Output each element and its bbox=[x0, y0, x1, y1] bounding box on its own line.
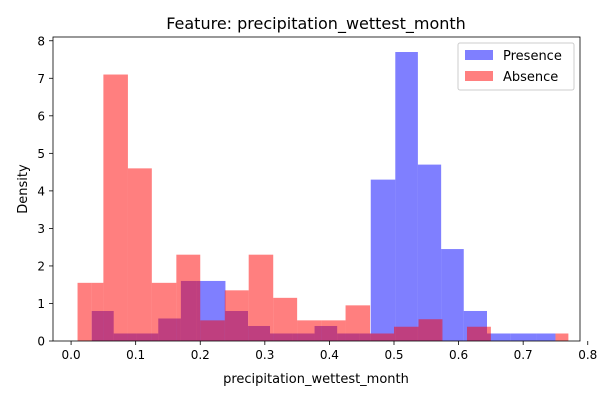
x-tick-label-4: 0.4 bbox=[320, 348, 339, 362]
x-tick-label-1: 0.1 bbox=[126, 348, 145, 362]
absence-bar-13 bbox=[370, 333, 394, 341]
absence-bar-6 bbox=[200, 320, 225, 341]
x-tick-label-6: 0.6 bbox=[449, 348, 468, 362]
absence-bar-9 bbox=[273, 297, 298, 341]
y-tick-label-1: 1 bbox=[37, 297, 45, 311]
presence-bar-19 bbox=[510, 333, 537, 341]
absence-bar-1 bbox=[91, 282, 104, 341]
absence-bar-14 bbox=[394, 326, 419, 341]
y-tick-label-0: 0 bbox=[37, 335, 45, 349]
y-tick-label-8: 8 bbox=[37, 34, 45, 48]
absence-bar-10 bbox=[297, 320, 322, 341]
absence-bar-11 bbox=[321, 320, 346, 341]
y-axis-label: Density bbox=[16, 164, 31, 214]
presence-bar-18 bbox=[487, 333, 511, 341]
absence-bar-17 bbox=[466, 326, 491, 341]
absence-bar-15 bbox=[418, 319, 443, 341]
presence-bar-13 bbox=[370, 179, 396, 341]
legend-swatch-absence bbox=[465, 71, 493, 81]
absence-bar-7 bbox=[224, 290, 249, 341]
absence-bar-3 bbox=[127, 168, 152, 341]
y-tick-label-3: 3 bbox=[37, 222, 45, 236]
legend-label-absence: Absence bbox=[503, 70, 558, 85]
absence-bar-0 bbox=[77, 282, 92, 341]
x-tick-label-3: 0.3 bbox=[255, 348, 274, 362]
x-axis-label: precipitation_wettest_month bbox=[223, 372, 409, 387]
absence-bar-12 bbox=[345, 305, 371, 341]
presence-bar-14 bbox=[395, 52, 418, 341]
legend-swatch-presence bbox=[465, 50, 493, 60]
chart-title: Feature: precipitation_wettest_month bbox=[166, 14, 466, 34]
presence-bar-20 bbox=[536, 333, 556, 341]
presence-bar-15 bbox=[417, 164, 442, 341]
absence-bar-8 bbox=[248, 254, 274, 341]
y-axis-ticks: 0 1 2 3 4 5 6 7 8 bbox=[37, 34, 53, 349]
x-tick-label-7: 0.7 bbox=[514, 348, 533, 362]
x-axis-ticks: 0.0 0.1 0.2 0.3 0.4 0.5 0.6 0.7 0.8 bbox=[62, 341, 597, 362]
legend: Presence Absence bbox=[457, 42, 575, 91]
x-tick-label-0: 0.0 bbox=[62, 348, 81, 362]
absence-bars bbox=[77, 74, 569, 341]
absence-bar-5 bbox=[176, 254, 201, 341]
y-tick-label-4: 4 bbox=[37, 184, 45, 198]
legend-label-presence: Presence bbox=[503, 49, 562, 64]
absence-bar-4 bbox=[151, 282, 177, 341]
y-tick-label-7: 7 bbox=[37, 72, 45, 86]
plot-frame bbox=[52, 36, 581, 342]
y-tick-label-6: 6 bbox=[37, 109, 45, 123]
y-tick-label-5: 5 bbox=[37, 147, 45, 161]
presence-bar-16 bbox=[441, 249, 464, 341]
x-tick-label-2: 0.2 bbox=[191, 348, 210, 362]
y-tick-label-2: 2 bbox=[37, 259, 45, 273]
x-tick-label-5: 0.5 bbox=[384, 348, 403, 362]
absence-bar-21 bbox=[555, 333, 569, 341]
x-tick-label-8: 0.8 bbox=[578, 348, 597, 362]
absence-bar-2 bbox=[103, 74, 128, 341]
